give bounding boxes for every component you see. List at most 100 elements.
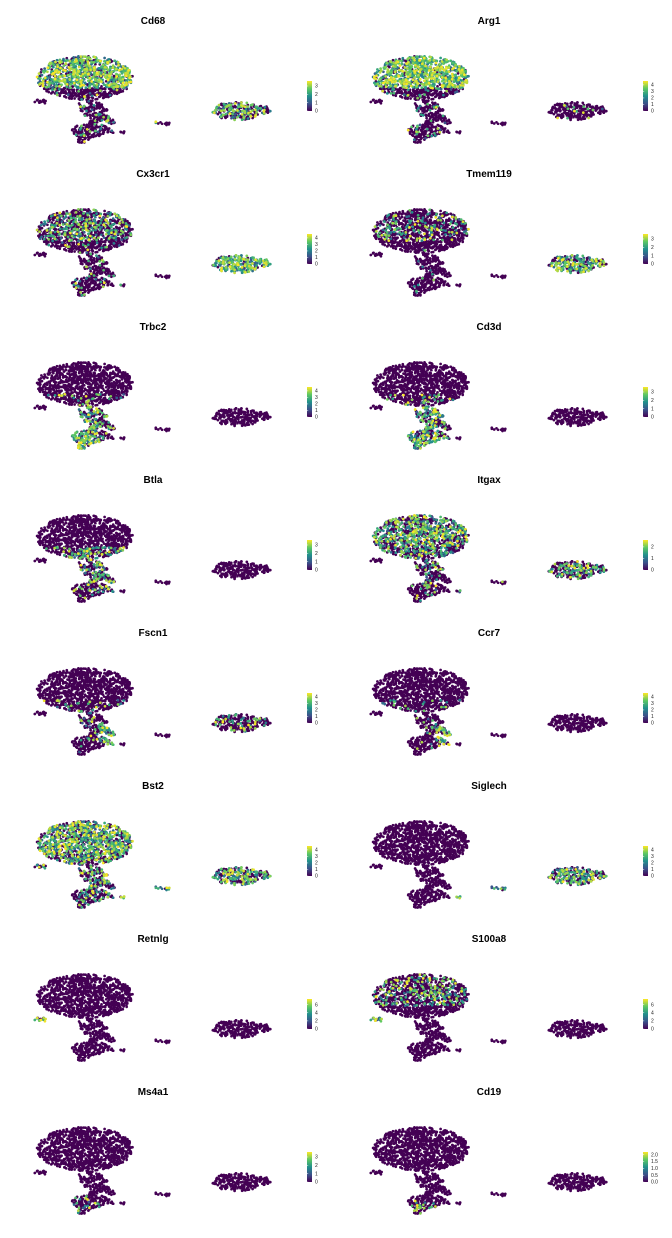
cell-point: [125, 74, 128, 78]
cell-point: [233, 104, 237, 108]
cell-point: [406, 128, 410, 132]
cell-point: [373, 76, 376, 80]
cell-point: [439, 118, 443, 121]
cell-point: [591, 111, 594, 114]
cell-point: [444, 80, 447, 83]
colorbar-tick-label: 1: [315, 100, 318, 106]
cell-point: [430, 97, 433, 101]
cell-point: [438, 63, 441, 66]
cell-point: [585, 113, 588, 117]
cell-point: [33, 100, 37, 104]
cell-point: [490, 121, 494, 125]
cell-point: [600, 107, 604, 111]
cell-point: [88, 57, 92, 61]
cell-point: [434, 106, 438, 109]
cell-point: [57, 70, 61, 74]
cell-point: [447, 118, 451, 122]
cell-point: [378, 71, 382, 74]
cell-point: [65, 83, 69, 86]
cell-point: [423, 107, 426, 111]
cell-point: [88, 83, 92, 87]
cell-point: [77, 65, 81, 69]
cell-point: [80, 83, 84, 87]
cell-point: [438, 128, 442, 132]
cell-point: [106, 78, 110, 82]
cell-point: [424, 136, 427, 140]
cell-point: [397, 75, 401, 78]
cell-point: [116, 85, 120, 89]
cell-point: [394, 94, 398, 98]
cell-point: [436, 94, 440, 97]
cell-point: [413, 58, 416, 62]
cell-point: [93, 122, 97, 126]
cell-point: [102, 72, 105, 76]
cell-point: [74, 125, 78, 129]
cell-point: [72, 81, 76, 85]
cell-point: [589, 114, 593, 118]
cell-point: [563, 104, 566, 107]
cell-point: [598, 112, 602, 115]
cell-point: [398, 64, 402, 67]
cell-point: [80, 98, 83, 101]
cell-point: [420, 62, 424, 66]
cell-point: [77, 69, 80, 73]
cell-point: [77, 76, 80, 79]
cell-point: [415, 55, 419, 58]
cell-point: [416, 141, 420, 144]
cell-point: [575, 110, 579, 113]
cell-point: [406, 93, 410, 97]
cell-point: [406, 67, 409, 70]
cell-point: [445, 58, 448, 62]
cell-point: [427, 69, 431, 72]
cell-point: [131, 227, 134, 231]
cell-point: [57, 87, 61, 91]
cell-point: [455, 130, 458, 134]
cell-point: [389, 92, 393, 95]
cell-point: [92, 61, 96, 64]
cell-point: [90, 108, 94, 112]
cell-point: [440, 76, 444, 79]
cell-point: [427, 96, 431, 100]
cell-point: [416, 65, 420, 69]
cell-point: [430, 77, 433, 80]
cell-point: [389, 84, 393, 88]
cell-point: [103, 65, 107, 69]
cell-point: [56, 65, 59, 69]
cell-point: [433, 101, 437, 105]
cell-point: [582, 105, 586, 108]
panel-title: Cd68: [141, 16, 166, 27]
cell-point: [76, 81, 80, 85]
cell-point: [426, 102, 429, 106]
cell-point: [103, 75, 107, 79]
cell-point: [53, 245, 57, 248]
cell-point: [95, 93, 99, 97]
cell-point: [46, 80, 49, 84]
cell-point: [441, 108, 445, 112]
cell-point: [429, 55, 432, 59]
cell-point: [560, 112, 564, 116]
cell-point: [83, 114, 87, 118]
cell-point: [432, 59, 436, 62]
cell-point: [225, 105, 229, 108]
cell-point: [575, 114, 579, 118]
cell-point: [418, 58, 422, 62]
cell-point: [165, 274, 169, 278]
cell-point: [121, 81, 125, 85]
cell-point: [65, 59, 68, 63]
cell-point: [100, 276, 104, 280]
cell-point: [54, 85, 58, 88]
cell-point: [79, 109, 83, 112]
cell-point: [415, 109, 419, 112]
cell-point: [50, 88, 54, 91]
cell-point: [492, 122, 496, 125]
cell-point: [90, 261, 94, 265]
cell-point: [167, 121, 171, 125]
cell-point: [58, 61, 62, 65]
cell-point: [85, 67, 88, 71]
cell-point: [221, 113, 225, 117]
cell-point: [378, 98, 381, 102]
cell-point: [371, 98, 375, 102]
cell-point: [396, 60, 400, 64]
cell-point: [89, 68, 92, 72]
